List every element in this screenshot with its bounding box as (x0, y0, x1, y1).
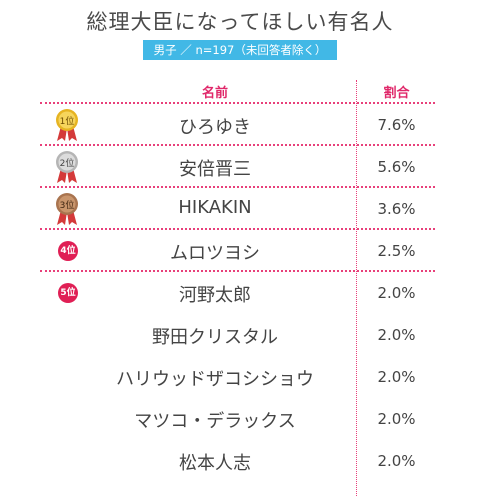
page-title: 総理大臣になってほしい有名人 (86, 10, 394, 34)
percent-cell: 2.0% (377, 326, 416, 344)
name-cell: 松本人志 (179, 453, 251, 474)
silver-medal-icon: 2位 (56, 151, 78, 183)
table-row: 野田クリスタル 2.0% (40, 314, 435, 356)
bronze-medal-icon: 3位 (56, 193, 78, 225)
table-row: マツコ・デラックス 2.0% (40, 398, 435, 440)
gold-medal-icon: 1位 (56, 109, 78, 141)
percent-cell: 2.5% (377, 242, 416, 260)
name-cell: 安倍晋三 (179, 159, 251, 180)
name-cell: マツコ・デラックス (134, 411, 296, 432)
ranking-table: 名前 割合 1位 ひろゆき 7.6% 2位 安倍晋三 5.6% (40, 80, 435, 496)
percent-cell: 2.0% (377, 368, 416, 386)
name-cell: 河野太郎 (179, 285, 251, 306)
table-row: ハリウッドザコシショウ 2.0% (40, 356, 435, 398)
sample-info-badge: 男子 ／ n=197（未回答者除く） (143, 40, 337, 60)
rank-badge: 4位 (58, 241, 78, 261)
table-row: 松本人志 2.0% (40, 440, 435, 482)
percent-cell: 5.6% (377, 158, 416, 176)
percent-cell: 7.6% (377, 116, 416, 134)
table-row: 4位 ムロツヨシ 2.5% (40, 230, 435, 272)
name-cell: ハリウッドザコシショウ (116, 369, 314, 390)
name-cell: 野田クリスタル (152, 327, 278, 348)
name-cell: ムロツヨシ (170, 243, 260, 264)
table-row: 3位 HIKAKIN 3.6% (40, 188, 435, 230)
table-header: 名前 割合 (40, 80, 435, 104)
table-row: 1位 ひろゆき 7.6% (40, 104, 435, 146)
header-name: 名前 (201, 86, 228, 101)
percent-cell: 3.6% (377, 200, 416, 218)
header-percent: 割合 (383, 86, 410, 101)
rank-badge: 5位 (58, 283, 78, 303)
name-cell: ひろゆき (179, 117, 251, 138)
rank-label: 1位 (60, 115, 75, 127)
rank-label: 2位 (60, 157, 75, 169)
percent-cell: 2.0% (377, 284, 416, 302)
percent-cell: 2.0% (377, 452, 416, 470)
table-row: 2位 安倍晋三 5.6% (40, 146, 435, 188)
column-divider (356, 80, 357, 496)
table-row: 5位 河野太郎 2.0% (40, 272, 435, 314)
percent-cell: 2.0% (377, 410, 416, 428)
rank-label: 3位 (60, 199, 75, 211)
name-cell: HIKAKIN (178, 197, 252, 218)
